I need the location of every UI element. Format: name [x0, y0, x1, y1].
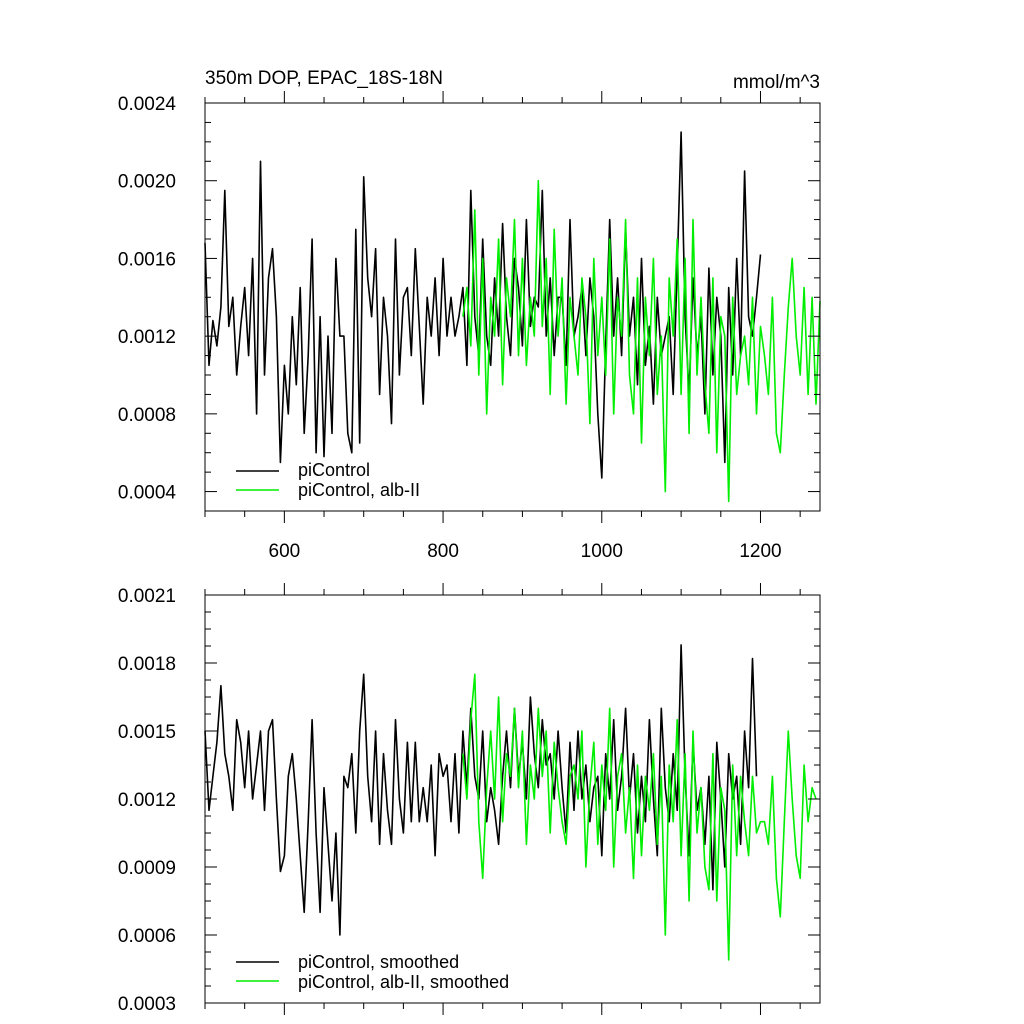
top-x-tick-label: 1200 — [739, 541, 781, 562]
bottom-y-tick-label: 0.0003 — [118, 994, 176, 1015]
bottom-y-tick-label: 0.0021 — [118, 586, 176, 607]
top-y-tick-label: 0.0024 — [118, 94, 177, 115]
bottom-y-tick-label: 0.0018 — [118, 654, 176, 675]
top-legend-label-picontrol: piControl — [298, 460, 370, 480]
top-legend-label-alb-ii: piControl, alb-II — [298, 480, 420, 500]
top-series-picontrol-line — [204, 131, 762, 479]
top-chart-title: 350m DOP, EPAC_18S-18N — [205, 68, 443, 89]
bottom-panel: 0.0003 0.0006 0.0009 0.0012 0.0015 0.0018 0.00… — [118, 583, 821, 1015]
top-x-tick-label: 1000 — [581, 541, 623, 562]
top-x-tick-label: 600 — [269, 541, 301, 562]
bottom-y-tick-label: 0.0015 — [118, 722, 176, 743]
bottom-legend: piControl, smoothed piControl, alb-II, s… — [236, 952, 509, 992]
top-y-tick-label: 0.0020 — [118, 172, 176, 193]
top-y-tick-label: 0.0008 — [118, 405, 176, 426]
bottom-series-picontrol-line — [204, 644, 758, 936]
top-y-tick-label: 0.0012 — [118, 327, 176, 348]
top-y-tick-label: 0.0004 — [118, 483, 177, 504]
bottom-y-tick-label: 0.0009 — [118, 858, 176, 879]
bottom-series-alb-ii-line — [462, 673, 817, 961]
top-plot-frame — [204, 102, 821, 512]
top-legend: piControl piControl, alb-II — [236, 460, 420, 500]
top-panel: 0.0004 0.0008 0.0012 0.0016 0.0020 0.0024 600 8… — [118, 91, 821, 562]
bottom-y-tick-label: 0.0006 — [118, 926, 176, 947]
top-x-tick-label: 800 — [427, 541, 459, 562]
top-chart-units: mmol/m^3 — [733, 72, 820, 93]
top-series-alb-ii-line — [462, 179, 821, 503]
bottom-y-tick-label: 0.0012 — [118, 790, 176, 811]
bottom-legend-label-alb-ii-smoothed: piControl, alb-II, smoothed — [298, 972, 509, 992]
bottom-legend-label-picontrol-smoothed: piControl, smoothed — [298, 952, 459, 972]
top-y-tick-label: 0.0016 — [118, 249, 176, 270]
